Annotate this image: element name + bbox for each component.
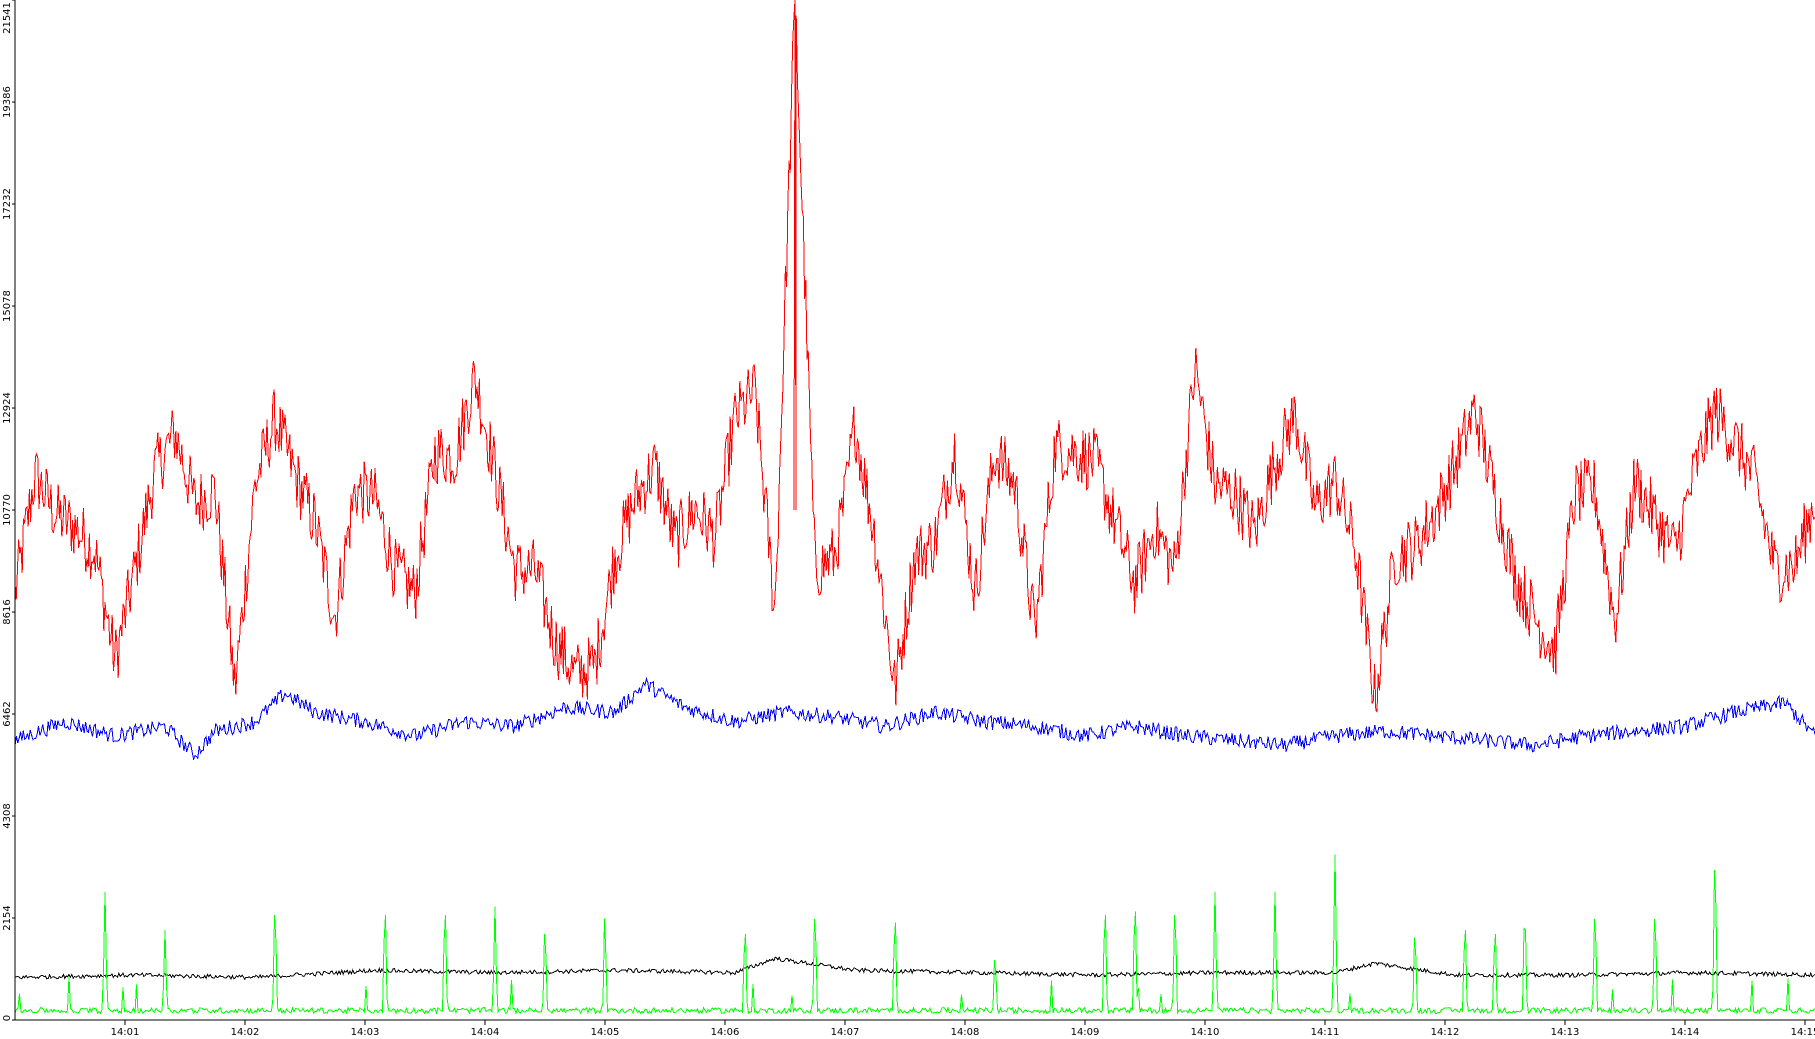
y-tick-label: 19386 bbox=[2, 86, 13, 118]
x-tick-label: 14:06 bbox=[711, 1027, 740, 1038]
x-tick-label: 14:11 bbox=[1311, 1027, 1340, 1038]
x-tick-label: 14:14 bbox=[1671, 1027, 1700, 1038]
y-tick-label: 10770 bbox=[2, 494, 13, 526]
y-tick-label: 8616 bbox=[2, 599, 13, 624]
series-line-4 bbox=[14, 854, 1815, 1015]
x-tick-label: 14:12 bbox=[1431, 1027, 1460, 1038]
x-tick-label: 14:10 bbox=[1191, 1027, 1220, 1038]
x-tick-label: 14:15 bbox=[1791, 1027, 1815, 1038]
series-line-3 bbox=[14, 956, 1815, 981]
x-tick-label: 14:09 bbox=[1071, 1027, 1100, 1038]
y-tick-label: 4308 bbox=[2, 803, 13, 828]
y-axis-ticks: 0 2154 4308 6462 8616 10770 12924 15078 17232 193… bbox=[2, 0, 15, 1021]
x-tick-label: 14:13 bbox=[1551, 1027, 1580, 1038]
x-tick-label: 14:08 bbox=[951, 1027, 980, 1038]
x-tick-label: 14:02 bbox=[231, 1027, 260, 1038]
series-line-1 bbox=[14, 0, 1815, 713]
x-tick-label: 14:01 bbox=[111, 1027, 140, 1038]
series-line-2 bbox=[14, 676, 1815, 761]
x-tick-label: 14:03 bbox=[351, 1027, 380, 1038]
series-layer bbox=[14, 0, 1815, 1015]
x-tick-label: 14:07 bbox=[831, 1027, 860, 1038]
y-tick-label: 17232 bbox=[2, 188, 13, 220]
x-tick-label: 14:04 bbox=[471, 1027, 500, 1038]
x-tick-label: 14:05 bbox=[591, 1027, 620, 1038]
x-axis-ticks: 14:01 14:02 14:03 14:04 14:05 14:06 14:07 14:08… bbox=[111, 1020, 1815, 1038]
y-tick-label: 21541 bbox=[2, 2, 13, 34]
y-tick-label: 6462 bbox=[2, 701, 13, 726]
y-tick-label: 12924 bbox=[2, 392, 13, 424]
y-tick-label: 15078 bbox=[2, 290, 13, 322]
y-tick-label: 2154 bbox=[2, 905, 13, 930]
y-tick-label: 0 bbox=[2, 1015, 13, 1021]
